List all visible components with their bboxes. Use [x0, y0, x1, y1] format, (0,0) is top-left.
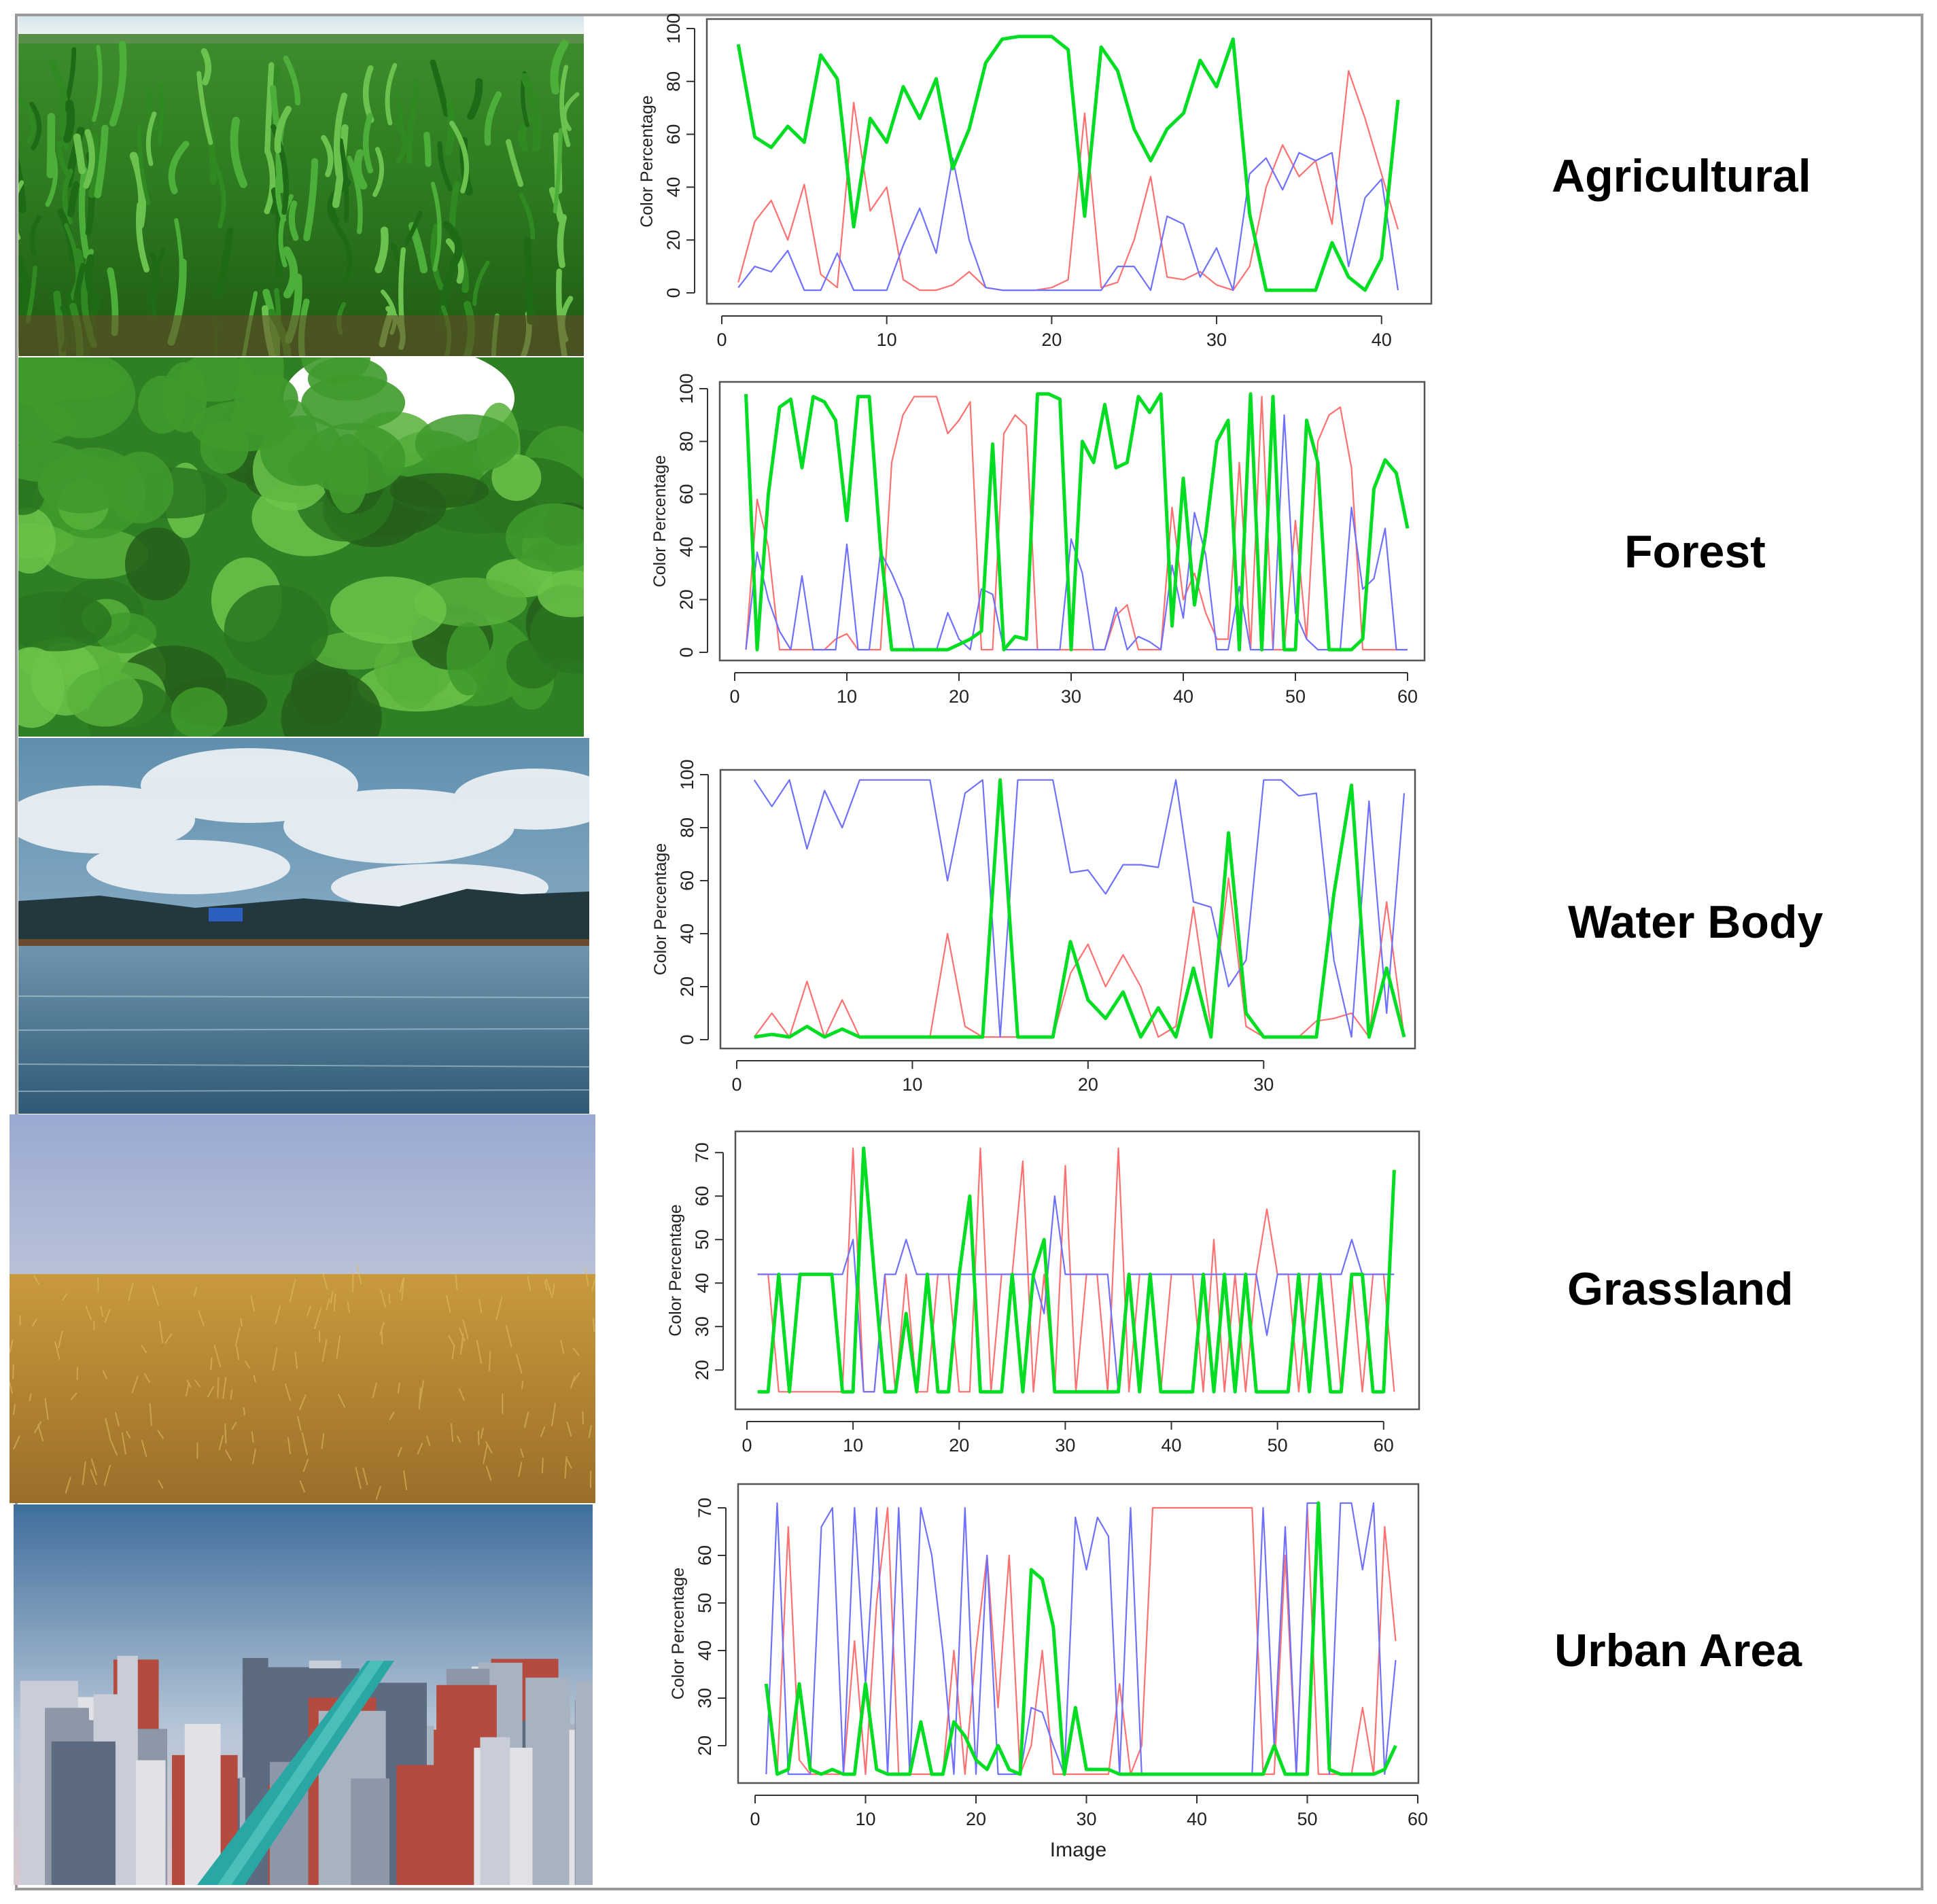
plot-box — [734, 1130, 1420, 1411]
y-axis-label: Color Percentage — [638, 95, 657, 228]
y-tick-label: 0 — [676, 647, 697, 657]
y-tick-label: 100 — [677, 759, 697, 790]
y-tick-label: 40 — [677, 923, 697, 944]
x-tick-label: 40 — [1161, 1435, 1181, 1456]
y-tick-label: 0 — [677, 1034, 697, 1044]
x-tick-label: 30 — [1061, 686, 1081, 707]
y-tick-label: 80 — [676, 431, 697, 452]
y-axis-label: Color Percentage — [651, 843, 670, 976]
y-tick-label: 20 — [676, 589, 697, 610]
y-tick-label: 20 — [677, 976, 697, 997]
y-tick-label: 80 — [663, 71, 684, 92]
dry-grass — [10, 1264, 595, 1500]
row-label-grassland: Grassland — [1567, 1263, 1794, 1315]
x-tick-label: 20 — [1078, 1074, 1098, 1095]
x-tick-label: 0 — [741, 1435, 752, 1456]
y-axis-label: Color Percentage — [650, 455, 669, 588]
plot-box — [705, 18, 1433, 305]
x-axis-label: Image — [1050, 1839, 1106, 1861]
blue-series-line — [737, 152, 1399, 292]
x-tick-label: 10 — [877, 330, 897, 350]
blue-series-line — [765, 1502, 1397, 1776]
agricultural-photo — [18, 16, 584, 356]
red-series-line — [745, 395, 1408, 651]
y-tick-label: 20 — [695, 1735, 715, 1756]
x-tick-label: 10 — [837, 686, 857, 707]
y-tick-label: 60 — [677, 870, 697, 891]
x-tick-label: 0 — [750, 1809, 760, 1829]
row-label-water-body: Water Body — [1568, 896, 1823, 948]
y-tick-label: 60 — [692, 1186, 712, 1206]
y-tick-label: 20 — [692, 1360, 712, 1380]
x-tick-label: 30 — [1206, 330, 1227, 350]
green-series-line — [744, 392, 1410, 652]
y-tick-label: 100 — [676, 373, 697, 404]
row-label-urban-area: Urban Area — [1554, 1625, 1802, 1676]
y-tick-label: 40 — [695, 1640, 715, 1661]
x-tick-label: 30 — [1055, 1435, 1075, 1456]
x-tick-label: 40 — [1173, 686, 1193, 707]
x-tick-label: 20 — [1041, 330, 1062, 350]
grassland-photo — [10, 1114, 595, 1503]
x-tick-label: 30 — [1076, 1809, 1096, 1829]
x-tick-label: 40 — [1372, 330, 1392, 350]
urban-area-photo — [14, 1504, 593, 1885]
x-tick-label: 20 — [949, 686, 969, 707]
x-tick-label: 0 — [729, 686, 739, 707]
green-series-line — [754, 778, 1406, 1039]
city-buildings — [20, 1655, 593, 1885]
plot-box — [718, 381, 1426, 662]
row-label-agricultural: Agricultural — [1552, 150, 1811, 202]
x-tick-label: 10 — [843, 1435, 863, 1456]
green-series-line — [757, 1146, 1396, 1394]
x-tick-label: 60 — [1374, 1435, 1394, 1456]
green-series-line — [764, 1501, 1397, 1776]
y-tick-label: 30 — [695, 1688, 715, 1708]
blue-series-line — [753, 779, 1406, 1038]
y-tick-label: 30 — [692, 1316, 712, 1337]
blue-series-line — [757, 1195, 1395, 1393]
x-tick-label: 50 — [1285, 686, 1306, 707]
y-tick-label: 100 — [663, 13, 684, 43]
plot-box — [737, 1483, 1420, 1784]
x-tick-label: 50 — [1297, 1809, 1317, 1829]
y-tick-label: 60 — [676, 484, 697, 504]
x-tick-label: 20 — [966, 1809, 986, 1829]
y-tick-label: 50 — [695, 1593, 715, 1613]
y-tick-label: 60 — [663, 124, 684, 145]
y-tick-label: 60 — [695, 1545, 715, 1566]
water-body-photo — [18, 738, 589, 1114]
figure-frame — [15, 14, 1923, 1890]
x-tick-label: 20 — [949, 1435, 969, 1456]
forest-photo — [18, 357, 584, 737]
y-tick-label: 20 — [663, 230, 684, 250]
x-tick-label: 10 — [902, 1074, 922, 1095]
x-tick-label: 10 — [855, 1809, 875, 1829]
y-tick-label: 40 — [676, 537, 697, 557]
y-tick-label: 40 — [663, 177, 684, 197]
y-tick-label: 70 — [692, 1142, 712, 1163]
y-tick-label: 70 — [695, 1498, 715, 1518]
x-tick-label: 0 — [716, 330, 727, 350]
y-tick-label: 80 — [677, 817, 697, 838]
y-tick-label: 0 — [663, 287, 684, 298]
y-axis-label: Color Percentage — [666, 1204, 685, 1337]
x-tick-label: 30 — [1253, 1074, 1274, 1095]
x-tick-label: 50 — [1268, 1435, 1288, 1456]
tree-canopy — [18, 357, 584, 737]
y-tick-label: 40 — [692, 1273, 712, 1293]
x-tick-label: 0 — [731, 1074, 741, 1095]
plot-box — [719, 769, 1416, 1050]
y-tick-label: 50 — [692, 1229, 712, 1250]
y-axis-label: Color Percentage — [669, 1568, 688, 1700]
x-tick-label: 40 — [1187, 1809, 1207, 1829]
x-tick-label: 60 — [1397, 686, 1418, 707]
x-tick-label: 60 — [1408, 1809, 1428, 1829]
green-series-line — [736, 35, 1400, 292]
row-label-forest: Forest — [1624, 526, 1766, 578]
